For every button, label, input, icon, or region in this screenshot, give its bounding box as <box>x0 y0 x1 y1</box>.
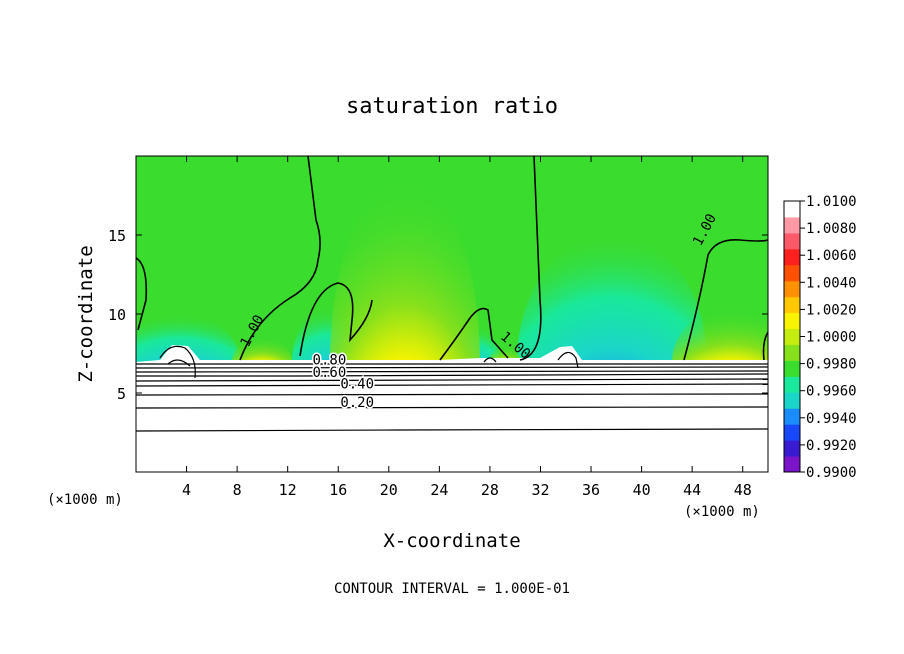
contour-1.00-lines <box>136 156 768 361</box>
colorbar-label: 1.0000 <box>806 330 857 346</box>
colorbar-segment <box>784 312 800 330</box>
colorbar-segment <box>784 456 800 473</box>
y-tick-label: 10 <box>108 306 126 324</box>
lower-layer <box>136 345 768 472</box>
colorbar-segment <box>784 216 800 234</box>
colorbar-segment <box>784 328 800 345</box>
y-axis: 5 10 15 <box>108 227 768 403</box>
x-tick-label: 20 <box>380 481 398 499</box>
x-tick-label: 12 <box>279 481 297 499</box>
layer-contour-lines <box>136 345 768 432</box>
contour-interval-note: CONTOUR INTERVAL = 1.000E-01 <box>334 581 570 597</box>
contour-label: 0.40 <box>340 376 374 392</box>
colorbar-label: 0.9940 <box>806 411 857 427</box>
y-tick-label: 15 <box>108 227 126 245</box>
colorbar-segment <box>784 360 800 377</box>
colorbar-label: 0.9960 <box>806 384 857 400</box>
colorbar-segment <box>784 248 800 266</box>
contour-label: 0.60 <box>313 365 347 381</box>
x-tick-label: 36 <box>582 481 600 499</box>
x-axis-label: X-coordinate <box>383 530 520 552</box>
colorbar-label: 0.9980 <box>806 357 857 373</box>
colorbar-label: 1.0100 <box>806 194 857 210</box>
x-tick-label: 16 <box>329 481 347 499</box>
x-tick-label: 24 <box>430 481 448 499</box>
colorbar-label: 0.9900 <box>806 465 857 481</box>
contour-label: 0.80 <box>313 353 347 369</box>
colorbar-segment <box>784 232 800 250</box>
colorbar-segment <box>784 201 800 218</box>
x-axis: 4 8 12 16 20 24 28 32 36 40 44 48 <box>182 156 752 499</box>
colorbar-segment <box>784 296 800 314</box>
colorbar-segment <box>784 376 800 393</box>
x-unit-right: (×1000 m) <box>684 504 760 520</box>
colorbar-segment <box>784 264 800 282</box>
colorbar-segment <box>784 408 800 425</box>
x-unit-left: (×1000 m) <box>47 492 123 508</box>
x-tick-label: 44 <box>683 481 701 499</box>
colorbar-label: 1.0060 <box>806 248 857 264</box>
x-tick-label: 28 <box>481 481 499 499</box>
colorbar-label: 1.0040 <box>806 275 857 291</box>
x-tick-label: 48 <box>734 481 752 499</box>
colorbar-label: 0.9920 <box>806 438 857 454</box>
colorbar-segment <box>784 280 800 298</box>
colorbar-segment <box>784 392 800 409</box>
y-tick-label: 5 <box>117 385 126 403</box>
plot-area: 1.00 1.001.000.800.600.400.20 <box>136 156 768 472</box>
contour-label: 0.20 <box>340 395 374 411</box>
colorbar-segment <box>784 424 800 441</box>
x-tick-label: 4 <box>182 481 191 499</box>
x-tick-label: 8 <box>233 481 242 499</box>
x-tick-label: 32 <box>531 481 549 499</box>
y-axis-label: Z-coordinate <box>75 245 97 382</box>
colorbar-label: 1.0080 <box>806 221 857 237</box>
colorbar: 1.0100 1.0080 1.0060 1.0040 1.0020 1.0000 0.99… <box>783 194 857 481</box>
chart-title: saturation ratio <box>346 94 558 119</box>
colorbar-segment <box>784 344 800 361</box>
colorbar-label: 1.0020 <box>806 302 857 318</box>
colorbar-segment <box>784 440 800 457</box>
x-tick-label: 40 <box>633 481 651 499</box>
